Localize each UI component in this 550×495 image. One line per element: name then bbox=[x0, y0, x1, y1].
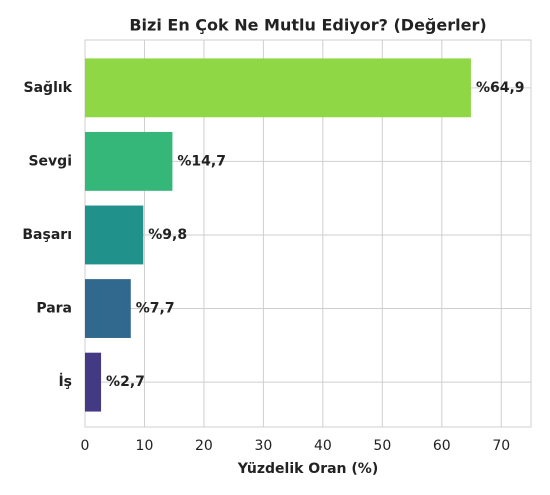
bar bbox=[85, 131, 173, 191]
x-tick-label: 40 bbox=[314, 438, 332, 454]
chart-title: Bizi En Çok Ne Mutlu Ediyor? (Değerler) bbox=[129, 16, 486, 35]
value-label: %64,9 bbox=[476, 80, 525, 96]
y-tick-label: Başarı bbox=[22, 227, 72, 243]
x-tick-label: 0 bbox=[81, 438, 90, 454]
value-label: %2,7 bbox=[106, 374, 145, 390]
x-tick-label: 70 bbox=[492, 438, 510, 454]
x-tick-label: 60 bbox=[433, 438, 451, 454]
x-tick-label: 50 bbox=[373, 438, 391, 454]
x-axis-label: Yüzdelik Oran (%) bbox=[237, 461, 378, 477]
y-tick-label: Para bbox=[36, 301, 72, 317]
x-tick-label: 30 bbox=[254, 438, 272, 454]
bar bbox=[85, 205, 144, 265]
value-label: %9,8 bbox=[148, 227, 187, 243]
value-label: %7,7 bbox=[136, 301, 175, 317]
y-tick-label: Sevgi bbox=[28, 153, 72, 169]
value-label: %14,7 bbox=[177, 153, 226, 169]
bar bbox=[85, 352, 102, 412]
x-tick-label: 20 bbox=[195, 438, 213, 454]
y-tick-label: Sağlık bbox=[24, 80, 73, 96]
bar bbox=[85, 279, 131, 338]
x-tick-label: 10 bbox=[136, 438, 154, 454]
y-tick-label: İş bbox=[58, 373, 72, 390]
bar bbox=[85, 58, 471, 118]
